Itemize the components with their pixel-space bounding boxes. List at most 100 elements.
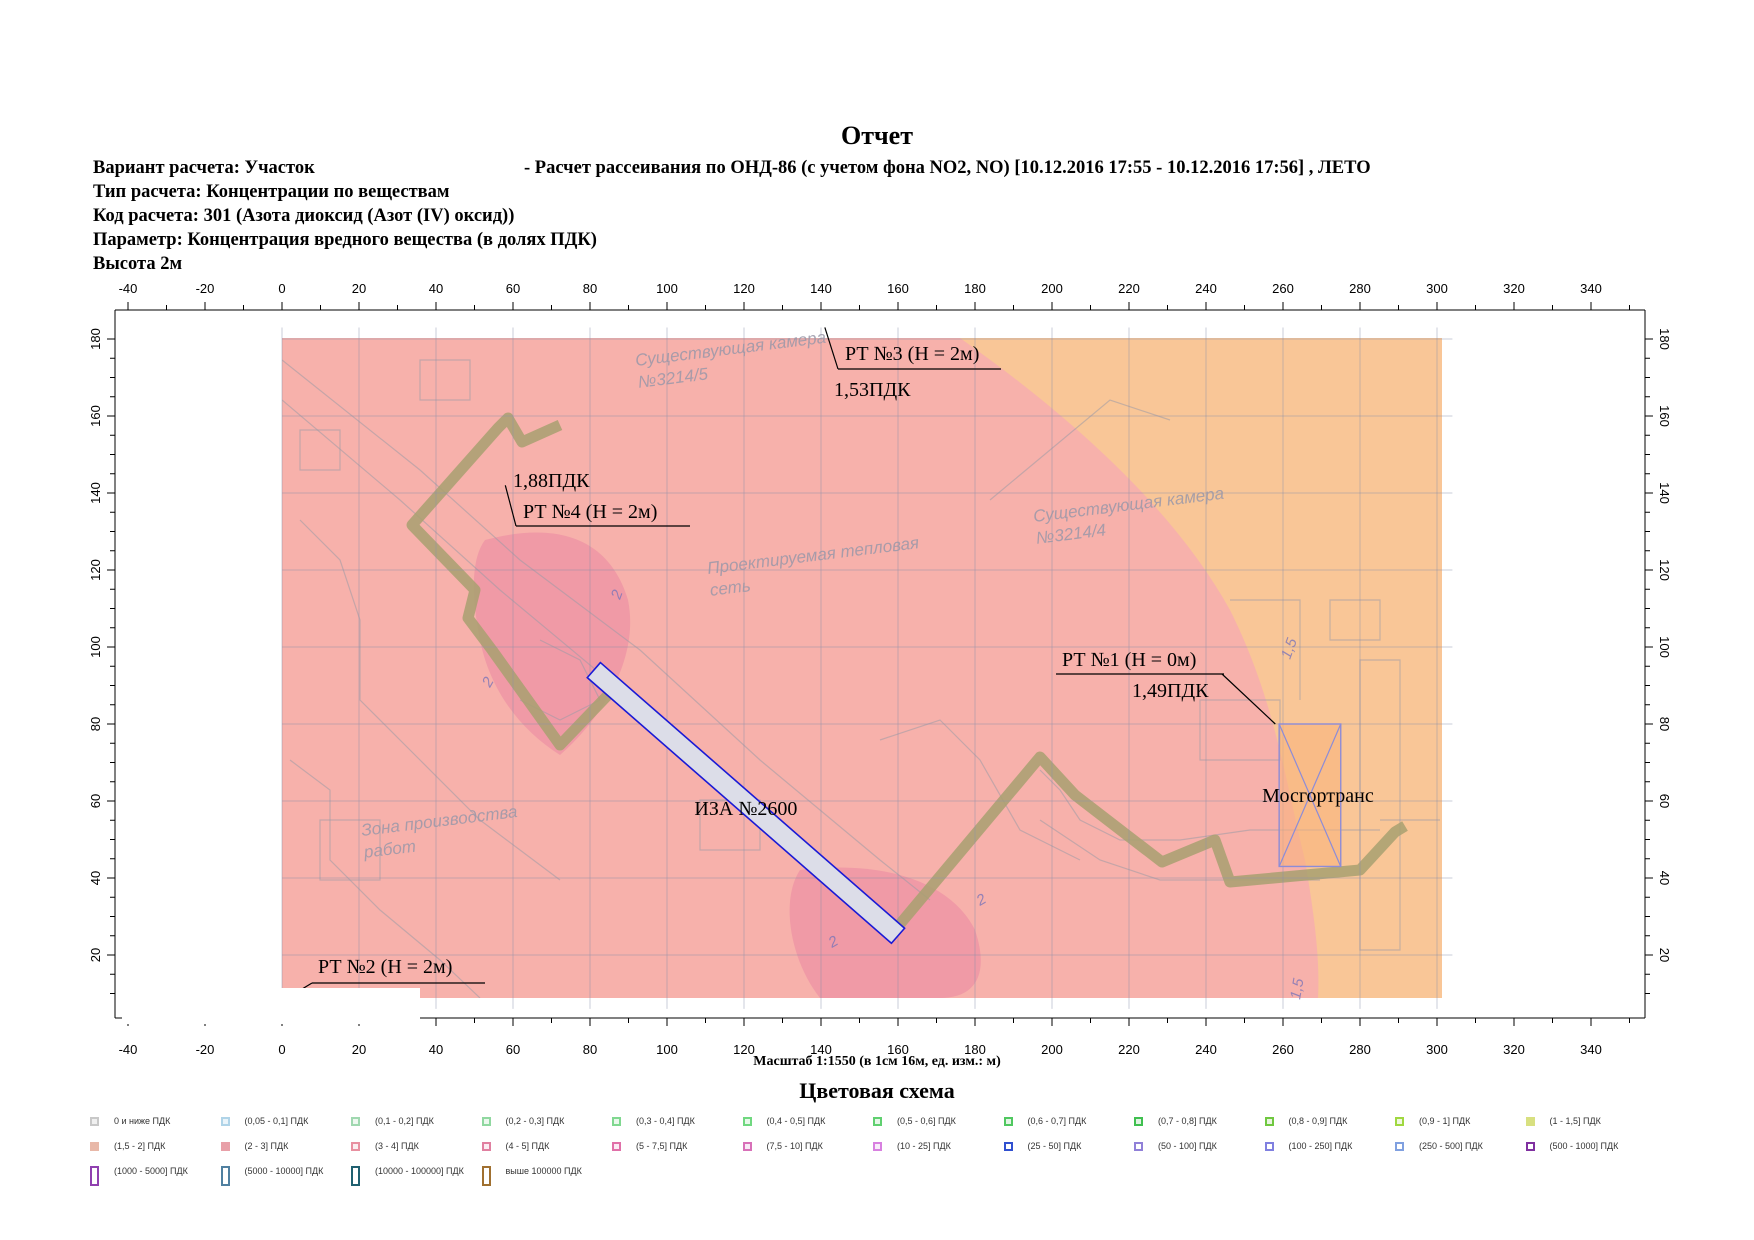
legend-swatch bbox=[1264, 1117, 1274, 1126]
x-tick-label-bottom: 320 bbox=[1503, 1042, 1525, 1057]
legend-label: (250 - 500] ПДК bbox=[1419, 1141, 1483, 1151]
x-tick-label-bottom: 260 bbox=[1272, 1042, 1294, 1057]
y-tick-label-right: 40 bbox=[1657, 871, 1672, 885]
pipeline-route bbox=[406, 412, 1408, 934]
legend-label: (5 - 7,5] ПДК bbox=[636, 1141, 688, 1151]
x-tick-label-bottom: -20 bbox=[196, 1042, 215, 1057]
legend-swatch bbox=[351, 1166, 360, 1186]
legend-swatch bbox=[612, 1142, 621, 1151]
y-tick-label-right: 20 bbox=[1657, 948, 1672, 962]
label-mask bbox=[122, 988, 420, 1024]
calc-code: Код расчета: 301 (Азота диоксид (Азот (I… bbox=[93, 206, 515, 226]
legend-swatch bbox=[1395, 1117, 1404, 1126]
legend-swatch bbox=[351, 1117, 360, 1126]
x-tick-label-top: 20 bbox=[352, 281, 366, 296]
x-tick-label-bottom: 200 bbox=[1041, 1042, 1063, 1057]
point-name: РТ №2 (Н = 2м) bbox=[318, 956, 452, 978]
y-tick-label-left: 120 bbox=[88, 559, 103, 581]
legend-swatch bbox=[873, 1142, 882, 1151]
variant-detail: - Расчет рассеивания по ОНД-86 (с учетом… bbox=[524, 158, 1371, 178]
x-tick-label-top: 180 bbox=[964, 281, 986, 296]
legend-label: (0,2 - 0,3] ПДК bbox=[505, 1116, 565, 1126]
legend-swatch bbox=[481, 1117, 491, 1126]
legend-swatch bbox=[742, 1117, 752, 1126]
callout-leader bbox=[504, 485, 517, 527]
legend-swatch bbox=[1395, 1142, 1404, 1151]
legend-label: (10000 - 100000] ПДК bbox=[375, 1166, 464, 1176]
legend-swatch bbox=[90, 1142, 99, 1151]
grid bbox=[281, 327, 1453, 1009]
x-tick-label-top: -40 bbox=[119, 281, 138, 296]
x-tick-label-top: 340 bbox=[1580, 281, 1602, 296]
legend-swatch bbox=[351, 1142, 360, 1151]
x-tick-label-top: 240 bbox=[1195, 281, 1217, 296]
legend-label: (2 - 3] ПДК bbox=[244, 1141, 289, 1151]
variant-label: Вариант расчета: Участок bbox=[93, 158, 315, 178]
point-name: РТ №3 (Н = 2м) bbox=[845, 343, 979, 365]
source-label: ИЗА №2600 bbox=[694, 798, 797, 820]
calc-type: Тип расчета: Концентрации по веществам bbox=[93, 182, 450, 202]
y-tick-label-left: 60 bbox=[88, 794, 103, 808]
x-tick-label-top: 200 bbox=[1041, 281, 1063, 296]
x-tick-label-bottom: 140 bbox=[810, 1042, 832, 1057]
x-tick-label-bottom: 180 bbox=[964, 1042, 986, 1057]
y-tick-label-left: 180 bbox=[88, 328, 103, 350]
y-tick-label-right: 180 bbox=[1657, 328, 1672, 350]
legend-swatch bbox=[1134, 1117, 1143, 1126]
legend-swatch bbox=[742, 1142, 752, 1151]
legend-swatch bbox=[873, 1117, 882, 1126]
legend-label: (0,05 - 0,1] ПДК bbox=[244, 1116, 309, 1126]
legend-swatch bbox=[220, 1166, 230, 1186]
x-tick-label-bottom: 20 bbox=[352, 1042, 366, 1057]
legend-swatch bbox=[90, 1166, 99, 1186]
legend-swatch bbox=[1525, 1117, 1535, 1126]
scale-caption: Масштаб 1:1550 (в 1см 16м, ед. изм.: м) bbox=[753, 1054, 1001, 1069]
x-tick-label-top: 160 bbox=[887, 281, 909, 296]
x-tick-label-bottom: 160 bbox=[887, 1042, 909, 1057]
x-tick-label-top: 320 bbox=[1503, 281, 1525, 296]
y-tick-label-right: 140 bbox=[1657, 482, 1672, 504]
x-tick-label-top: 220 bbox=[1118, 281, 1140, 296]
x-tick-label-bottom: 220 bbox=[1118, 1042, 1140, 1057]
legend-label: выше 100000 ПДК bbox=[505, 1166, 582, 1176]
legend-title: Цветовая схема bbox=[799, 1078, 955, 1103]
legend-label: (1 - 1,5] ПДК bbox=[1549, 1116, 1601, 1126]
legend-swatch bbox=[1134, 1142, 1143, 1151]
basemap-label-line: сеть bbox=[709, 576, 752, 600]
legend-label: (100 - 250] ПДК bbox=[1288, 1141, 1353, 1151]
y-tick-label-left: 140 bbox=[88, 482, 103, 504]
legend-label: (0,3 - 0,4] ПДК bbox=[636, 1116, 695, 1126]
legend-label: (0,6 - 0,7] ПДК bbox=[1027, 1116, 1087, 1126]
legend-label: (25 - 50] ПДК bbox=[1027, 1141, 1082, 1151]
y-tick-label-left: 160 bbox=[88, 405, 103, 427]
x-tick-label-top: 140 bbox=[810, 281, 832, 296]
point-name: РТ №4 (Н = 2м) bbox=[523, 501, 657, 523]
x-tick-label-top: -20 bbox=[196, 281, 215, 296]
legend-label: (0,7 - 0,8] ПДК bbox=[1158, 1116, 1217, 1126]
legend-label: (3 - 4] ПДК bbox=[375, 1141, 419, 1151]
callout-leader bbox=[824, 327, 839, 370]
x-tick-label-top: 120 bbox=[733, 281, 755, 296]
area-label: Мосгортранс bbox=[1262, 785, 1374, 807]
legend-swatch bbox=[220, 1142, 230, 1151]
legend-swatch bbox=[1003, 1142, 1013, 1151]
callout-leader bbox=[1221, 673, 1276, 725]
legend-swatch bbox=[612, 1117, 621, 1126]
map-features: ИЗА №2600 Мосгортранс РТ №1 (Н = 0м) 1,49ПД… bbox=[281, 327, 1374, 1002]
legend-label: (500 - 1000] ПДК bbox=[1549, 1141, 1619, 1151]
y-tick-label-right: 80 bbox=[1657, 717, 1672, 731]
y-tick-label-right: 60 bbox=[1657, 794, 1672, 808]
x-tick-label-top: 80 bbox=[583, 281, 597, 296]
parameter: Параметр: Концентрация вредного вещества… bbox=[93, 230, 597, 250]
legend-swatch bbox=[481, 1142, 491, 1151]
legend-label: (7,5 - 10] ПДК bbox=[766, 1141, 823, 1151]
legend-swatch bbox=[1264, 1142, 1274, 1151]
legend-label: (50 - 100] ПДК bbox=[1158, 1141, 1217, 1151]
x-tick-label-bottom: 340 bbox=[1580, 1042, 1602, 1057]
axes: -40 -40 -20 -20 0 0 20 20 40 40 60 60 80 80 100 100 120 1… bbox=[88, 281, 1672, 1057]
x-tick-label-bottom: 300 bbox=[1426, 1042, 1448, 1057]
x-tick-label-bottom: -40 bbox=[119, 1042, 138, 1057]
y-tick-label-left: 40 bbox=[88, 871, 103, 885]
legend-swatch bbox=[1003, 1117, 1013, 1126]
